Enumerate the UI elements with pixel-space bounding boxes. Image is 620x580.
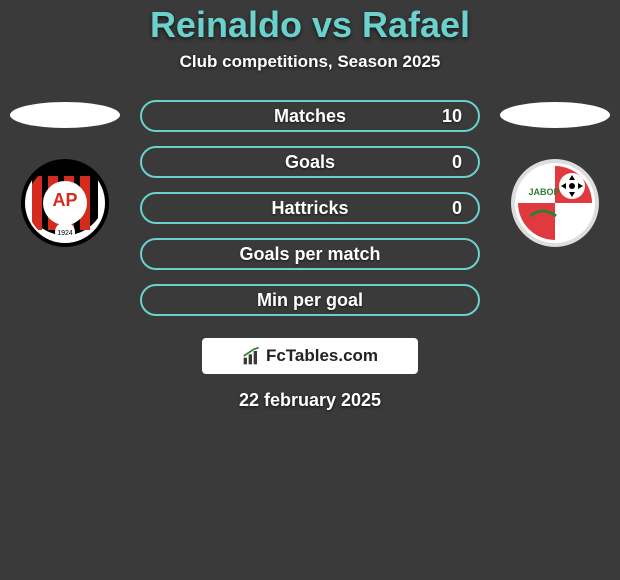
brand-text: FcTables.com: [266, 346, 378, 366]
stats-list: Matches 10 Goals 0 Hattricks 0 Goals per…: [140, 100, 480, 316]
comparison-date: 22 february 2025: [239, 390, 381, 411]
stat-row-goals: Goals 0: [140, 146, 480, 178]
left-side: AP 1924: [10, 100, 120, 248]
atletico-logo-icon: AP 1924: [20, 158, 110, 248]
brand-banner[interactable]: FcTables.com: [202, 338, 418, 374]
comparison-title: Reinaldo vs Rafael: [150, 4, 470, 46]
left-name-plate: [10, 102, 120, 128]
right-team-logo: JABOP: [510, 158, 600, 248]
comparison-subtitle: Club competitions, Season 2025: [180, 52, 441, 72]
chart-icon: [242, 346, 262, 366]
stat-label: Hattricks: [271, 198, 348, 219]
javor-logo-icon: JABOP: [510, 158, 600, 248]
right-name-plate: [500, 102, 610, 128]
stat-row-min-per-goal: Min per goal: [140, 284, 480, 316]
stat-row-matches: Matches 10: [140, 100, 480, 132]
stat-right-value: 0: [452, 152, 462, 173]
stat-right-value: 10: [442, 106, 462, 127]
right-side: JABOP: [500, 100, 610, 248]
stat-label: Goals: [285, 152, 335, 173]
svg-text:AP: AP: [52, 190, 77, 210]
left-team-logo: AP 1924: [20, 158, 110, 248]
stat-row-hattricks: Hattricks 0: [140, 192, 480, 224]
main-content: AP 1924 Matches 10 Goals 0 Hattricks 0 G…: [0, 100, 620, 316]
stat-label: Matches: [274, 106, 346, 127]
stat-right-value: 0: [452, 198, 462, 219]
stat-label: Min per goal: [257, 290, 363, 311]
svg-text:JABOP: JABOP: [528, 187, 559, 197]
stat-row-goals-per-match: Goals per match: [140, 238, 480, 270]
stat-label: Goals per match: [239, 244, 380, 265]
svg-text:1924: 1924: [57, 230, 73, 237]
